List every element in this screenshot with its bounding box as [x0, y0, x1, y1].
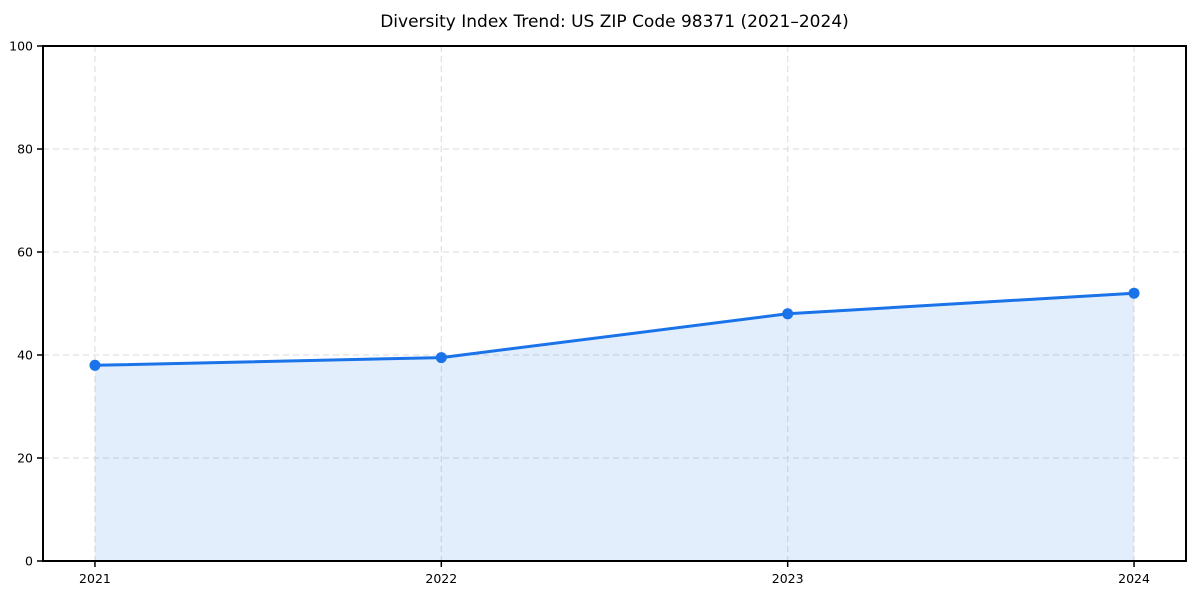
x-tick-label: 2023: [772, 571, 804, 586]
x-tick-label: 2024: [1118, 571, 1150, 586]
y-tick-label: 100: [9, 39, 33, 54]
x-tick-label: 2022: [425, 571, 457, 586]
y-tick-label: 60: [17, 245, 33, 260]
data-point-marker: [1128, 287, 1140, 299]
y-tick-label: 40: [17, 348, 33, 363]
axes-frame: [42, 45, 1187, 562]
data-point-marker: [435, 352, 447, 364]
y-tick-label: 20: [17, 451, 33, 466]
y-tick-label: 80: [17, 142, 33, 157]
x-tick-label: 2021: [79, 571, 111, 586]
data-point-marker: [782, 308, 794, 320]
data-point-marker: [89, 359, 101, 371]
y-tick-label: 0: [25, 554, 33, 569]
chart-title: Diversity Index Trend: US ZIP Code 98371…: [380, 12, 849, 32]
area-fill: [94, 293, 1135, 561]
trend-line: [93, 291, 1136, 367]
